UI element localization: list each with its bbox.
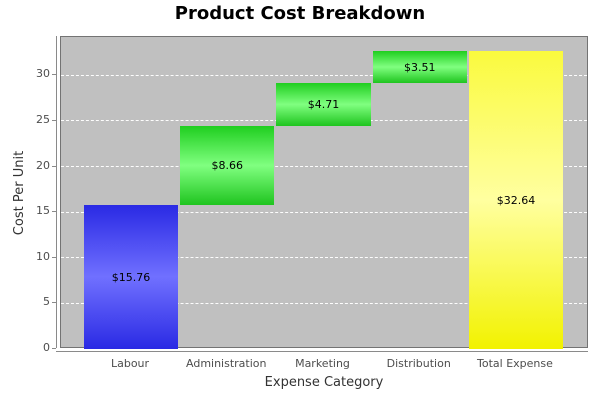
y-tick-mark-25 — [52, 119, 56, 121]
gridline-15 — [61, 211, 587, 213]
y-tick-label-20: 20 — [36, 158, 50, 172]
y-tick-mark-10 — [52, 256, 56, 258]
bar-value-label-total-expense: $32.64 — [496, 193, 536, 207]
y-tick-label-5: 5 — [43, 295, 50, 309]
gridline-20 — [61, 166, 587, 168]
y-tick-mark-5 — [52, 302, 56, 304]
y-tick-mark-20 — [52, 165, 56, 167]
y-tick-label-30: 30 — [36, 67, 50, 81]
y-tick-label-0: 0 — [43, 341, 50, 354]
x-axis-line — [56, 351, 588, 352]
y-tick-mark-15 — [52, 211, 56, 213]
gridline-5 — [61, 302, 587, 304]
gridline-30 — [61, 74, 587, 76]
y-tick-label-10: 10 — [36, 249, 50, 263]
y-tick-mark-0 — [52, 348, 56, 349]
bar-total-expense: $32.64 — [468, 51, 563, 349]
category-label-labour: Labour — [110, 357, 150, 370]
bar-value-label-labour: $15.76 — [111, 270, 151, 284]
y-axis-line — [56, 36, 57, 348]
y-tick-label-15: 15 — [36, 204, 50, 218]
bar-administration: $8.66 — [180, 126, 275, 206]
x-axis-title: Expense Category — [264, 375, 384, 390]
bar-value-label-distribution: $3.51 — [403, 60, 436, 74]
bar-value-label-marketing: $4.71 — [307, 98, 340, 112]
plot-area: $15.76 $8.66 $4.71 $3.51 $32.64 — [60, 36, 588, 349]
y-tick-label-25: 25 — [36, 112, 50, 126]
gridline-10 — [61, 257, 587, 259]
category-label-administration: Administration — [186, 357, 267, 370]
chart-title: Product Cost Breakdown — [174, 3, 426, 24]
category-label-total-expense: Total Expense — [477, 357, 553, 370]
bar-distribution: $3.51 — [372, 51, 467, 84]
bar-marketing: $4.71 — [276, 83, 371, 127]
bar-labour: $15.76 — [84, 205, 179, 349]
bar-value-label-administration: $8.66 — [211, 159, 244, 173]
y-tick-mark-30 — [52, 74, 56, 76]
category-label-marketing: Marketing — [295, 357, 350, 370]
category-label-distribution: Distribution — [386, 357, 451, 370]
